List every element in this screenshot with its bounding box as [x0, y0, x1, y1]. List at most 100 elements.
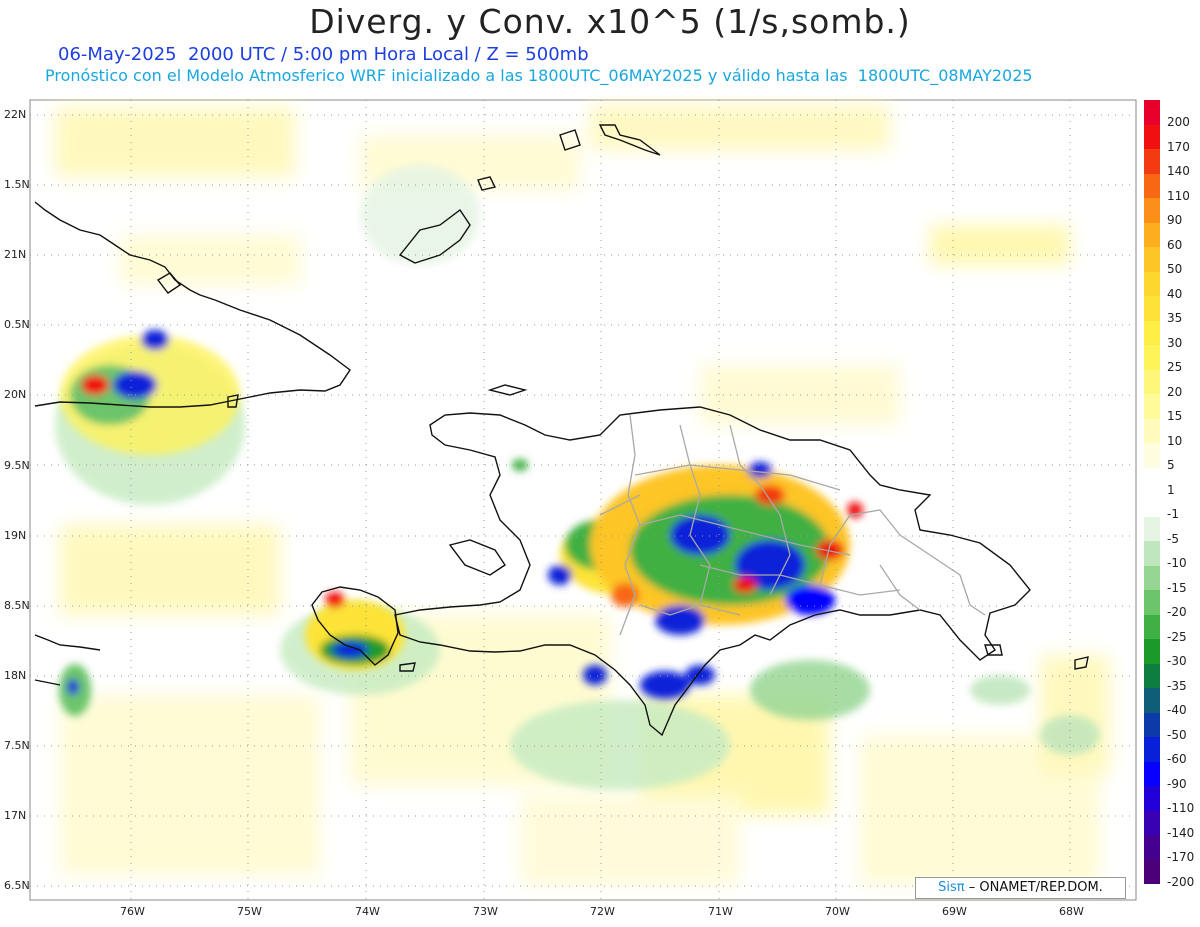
lon-label: 73W	[473, 905, 498, 918]
colorbar-swatch	[1144, 394, 1160, 419]
colorbar-label: -5	[1167, 531, 1179, 546]
lat-label: 6.5N	[4, 879, 30, 892]
jamaica-coastline	[311, 586, 399, 666]
lat-label: 21N	[4, 248, 27, 261]
lon-label: 71W	[708, 905, 733, 918]
colorbar-label: 5	[1167, 458, 1175, 472]
colorbar-label: -110	[1167, 801, 1195, 815]
colorbar-swatch	[1144, 516, 1160, 541]
colorbar-label: 200	[1167, 115, 1190, 129]
colorbar-swatch	[1144, 173, 1160, 198]
lon-label: 72W	[590, 905, 615, 918]
colorbar-label: -140	[1167, 825, 1195, 840]
colorbar-swatch	[1144, 345, 1160, 370]
colorbar-swatch	[1144, 835, 1160, 860]
colorbar-swatch	[1144, 565, 1160, 590]
colorbar-swatch	[1144, 247, 1160, 272]
gonave-island	[448, 539, 506, 576]
colorbar-label: -200	[1167, 874, 1195, 889]
lon-label: 68W	[1059, 905, 1084, 918]
colorbar-label: 15	[1167, 409, 1183, 423]
colorbar-label: 60	[1167, 237, 1183, 252]
colorbar-swatch	[1144, 271, 1160, 296]
colorbar-label: -25	[1167, 629, 1187, 644]
colorbar-swatch	[1144, 100, 1160, 125]
colorbar-label: -20	[1167, 605, 1187, 619]
colorbar-swatch	[1144, 761, 1160, 786]
colorbar-label: -90	[1167, 776, 1187, 791]
colorbar-label: 1	[1167, 482, 1175, 497]
colorbar-label: 20	[1167, 384, 1183, 399]
colorbar-label: -50	[1167, 727, 1187, 742]
colorbar-label: 140	[1167, 164, 1190, 178]
credit-brand: Sisπ	[938, 880, 965, 895]
colorbar-swatch	[1144, 541, 1160, 566]
lon-label: 70W	[825, 905, 850, 918]
colorbar-label: -170	[1167, 850, 1195, 864]
map-panel	[29, 99, 1137, 901]
colorbar-label: -1	[1167, 507, 1179, 521]
colorbar-swatch	[1144, 639, 1160, 664]
colorbar-swatch	[1144, 296, 1160, 321]
lat-label: 9.5N	[4, 459, 30, 472]
colorbar-swatch	[1144, 712, 1160, 737]
colorbar-swatch	[1144, 418, 1160, 443]
colorbar-label: -10	[1167, 556, 1187, 570]
colorbar-label: 110	[1167, 188, 1190, 203]
lat-label: 8.5N	[4, 599, 30, 612]
colorbar-label: 10	[1167, 433, 1183, 448]
credit-text: – ONAMET/REP.DOM.	[968, 880, 1103, 895]
colorbar-label: 35	[1167, 311, 1183, 325]
forecast-time-subtitle: 06-May-2025 2000 UTC / 5:00 pm Hora Loca…	[58, 44, 589, 65]
colorbar-label: 25	[1167, 360, 1183, 374]
colorbar-label: 30	[1167, 335, 1183, 350]
colorbar-swatch	[1144, 443, 1160, 468]
model-info-subtitle: Pronóstico con el Modelo Atmosferico WRF…	[45, 66, 1033, 85]
lat-label: 18N	[4, 669, 27, 682]
colorbar	[1144, 100, 1160, 884]
lat-label: 19N	[4, 529, 27, 542]
lon-label: 69W	[942, 905, 967, 918]
colorbar-label: -40	[1167, 703, 1187, 717]
lat-label: 20N	[4, 388, 27, 401]
lat-label: 22N	[4, 108, 27, 121]
colorbar-label: 90	[1167, 213, 1183, 227]
cuba-coastline	[34, 201, 351, 408]
lon-label: 76W	[120, 905, 145, 918]
colorbar-swatch	[1144, 663, 1160, 688]
colorbar-swatch	[1144, 810, 1160, 835]
colorbar-swatch	[1144, 222, 1160, 247]
colorbar-swatch	[1144, 492, 1160, 517]
colorbar-swatch	[1144, 467, 1160, 492]
colorbar-label: -15	[1167, 580, 1187, 595]
hispaniola-coastline	[394, 406, 1031, 737]
colorbar-swatch	[1144, 369, 1160, 394]
colorbar-label: 50	[1167, 262, 1183, 276]
lon-label: 74W	[355, 905, 380, 918]
colorbar-label: -30	[1167, 654, 1187, 668]
colorbar-swatch	[1144, 786, 1160, 811]
dr-province-boundaries	[599, 414, 986, 636]
graticule	[30, 100, 1136, 900]
tortuga-island	[487, 384, 528, 396]
colorbar-label: 40	[1167, 286, 1183, 301]
puerto-rico-coastline	[34, 634, 101, 686]
colorbar-swatch	[1144, 320, 1160, 345]
colorbar-swatch	[1144, 737, 1160, 762]
lat-label: 7.5N	[4, 739, 30, 752]
lon-label: 75W	[237, 905, 262, 918]
lat-label: 17N	[4, 809, 27, 822]
bahamas-islands	[156, 124, 1089, 672]
colorbar-label: -60	[1167, 752, 1187, 766]
credit-box: Sisπ – ONAMET/REP.DOM.	[915, 877, 1126, 899]
colorbar-swatch	[1144, 614, 1160, 639]
lat-label: 1.5N	[4, 178, 30, 191]
colorbar-swatch	[1144, 198, 1160, 223]
lat-label: 0.5N	[4, 318, 30, 331]
colorbar-swatch	[1144, 859, 1160, 884]
colorbar-swatch	[1144, 688, 1160, 713]
colorbar-label: 170	[1167, 139, 1190, 154]
colorbar-swatch	[1144, 124, 1160, 149]
colorbar-label: -35	[1167, 678, 1187, 693]
chart-title: Diverg. y Conv. x10^5 (1/s,somb.)	[309, 2, 911, 41]
